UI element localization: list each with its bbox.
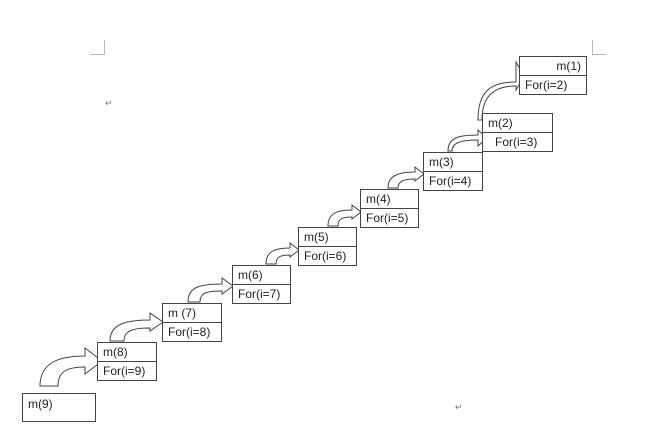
frame-label[interactable]: m(9) — [28, 397, 53, 411]
curved-arrow — [265, 241, 300, 265]
frame-box-m8: m(8) For(i=9) — [97, 342, 157, 381]
frame-label: m (7) — [168, 306, 196, 320]
crop-mark-top-right — [592, 40, 607, 55]
frame-label: m(1) — [556, 59, 581, 73]
frame-box-m4: m(4) For(i=5) — [360, 189, 419, 228]
frame-box-m5: m(5) For(i=6) — [298, 227, 357, 266]
frame-box-m1: m(1) For(i=2) — [519, 56, 587, 95]
curved-arrow — [39, 346, 103, 387]
frame-label: m(4) — [366, 192, 391, 206]
loop-label: For(i=7) — [233, 284, 290, 303]
paragraph-mark: ↵ — [105, 98, 113, 108]
curved-arrow — [477, 60, 525, 121]
frame-label: m(5) — [304, 230, 329, 244]
curved-arrow — [327, 203, 362, 227]
loop-label: For(i=8) — [163, 322, 221, 341]
frame-label: m(3) — [429, 155, 454, 169]
curved-arrow — [187, 277, 234, 303]
frame-box-m9[interactable]: m(9) — [22, 393, 96, 422]
loop-label: For(i=9) — [98, 361, 156, 380]
frame-box-m2: m(2) For(i=3) — [482, 113, 553, 152]
crop-mark-top-left — [90, 40, 105, 55]
loop-label: For(i=2) — [520, 75, 586, 94]
frame-box-m3: m(3) For(i=4) — [423, 152, 483, 191]
paragraph-mark: ↵ — [455, 402, 463, 412]
frame-label: m(6) — [238, 268, 263, 282]
frame-box-m6: m(6) For(i=7) — [232, 265, 291, 304]
curved-arrow — [387, 165, 425, 189]
loop-label: For(i=6) — [299, 246, 356, 265]
frame-label: m(2) — [488, 116, 513, 130]
loop-label: For(i=5) — [361, 208, 418, 227]
loop-label: For(i=4) — [424, 171, 482, 190]
frame-box-m7: m (7) For(i=8) — [162, 303, 222, 342]
frame-label: m(8) — [103, 345, 128, 359]
curved-arrow — [109, 312, 164, 342]
loop-label: For(i=3) — [483, 132, 552, 151]
